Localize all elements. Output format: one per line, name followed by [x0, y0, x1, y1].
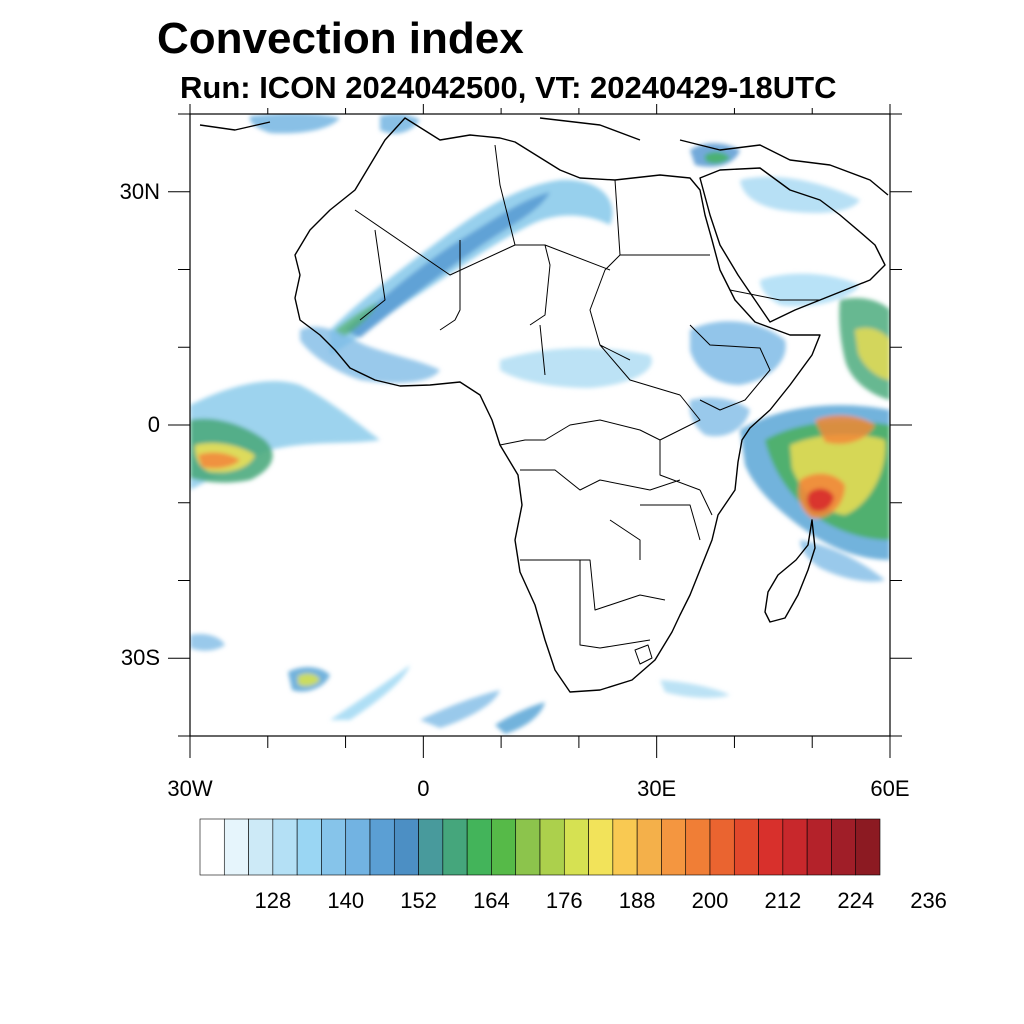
chart-title: Convection index [157, 14, 524, 63]
shading-cyclone-red [807, 488, 834, 512]
shading-south-streak3 [495, 702, 545, 734]
colorbar-tick-label: 200 [691, 888, 729, 913]
colorbar-swatch [296, 818, 322, 876]
colorbar-swatch [321, 818, 347, 876]
colorbar-swatch [782, 818, 808, 876]
shading-south-streak4 [660, 680, 730, 698]
shading-kenya [689, 397, 750, 437]
colorbar-tick-label: 224 [837, 888, 875, 913]
shading-cyclone-north-orange [815, 415, 875, 445]
map-area [190, 114, 890, 736]
shading-arabian-sea-yellow [855, 328, 890, 380]
shading-sahara-core [345, 192, 550, 338]
europe-coast-fragment [199, 117, 889, 196]
lat-label: 30S [120, 645, 160, 671]
shading-west-coast [300, 326, 440, 383]
colorbar-swatch [636, 818, 662, 876]
shading-madagascar-east [800, 540, 885, 582]
lat-label: 0 [147, 412, 160, 437]
colorbar-swatch [345, 818, 371, 876]
lon-label: 60E [870, 776, 910, 801]
colorbar-swatch [588, 818, 614, 876]
colorbar-swatch [855, 818, 881, 876]
madagascar-coastline [764, 519, 816, 623]
colorbar-tick-label: 140 [327, 888, 365, 913]
shading-north-top [249, 114, 340, 134]
shading-sahara-band [330, 179, 613, 355]
colorbar-swatch [199, 818, 225, 876]
shading-ethiopia [690, 321, 786, 385]
shading-west-africa-green [335, 302, 378, 338]
colorbar-swatch [223, 818, 249, 876]
colorbar-swatch [709, 818, 735, 876]
colorbar-swatch [466, 818, 492, 876]
shading-south-blob-yellow [298, 673, 320, 687]
coastlines [199, 117, 889, 693]
colorbar-swatch [272, 818, 298, 876]
axis-ticks [168, 104, 912, 758]
colorbar-swatch [539, 818, 565, 876]
colorbar-tick-label: 188 [618, 888, 656, 913]
colorbar-swatch [515, 818, 541, 876]
country-borders [354, 144, 820, 665]
colorbar-tick-label: 164 [473, 888, 510, 913]
colorbar-swatch [491, 818, 517, 876]
colorbar-swatch [733, 818, 759, 876]
colorbar-tick-label: 152 [400, 888, 437, 913]
shading-south-streak2 [420, 690, 500, 728]
lon-label: 30W [167, 776, 213, 801]
colorbar-tick-label: 212 [764, 888, 802, 913]
chart-subtitle: Run: ICON 2024042500, VT: 20240429-18UTC [180, 70, 837, 105]
colorbar [199, 818, 881, 876]
africa-coastline [294, 117, 821, 693]
shading-arabia [740, 176, 860, 213]
colorbar-swatch [612, 818, 638, 876]
colorbar-tick-label: 176 [545, 888, 583, 913]
colorbar-swatch [248, 818, 274, 876]
colorbar-swatch [661, 818, 687, 876]
colorbar-tick-label: 128 [254, 888, 292, 913]
colorbar-swatch [442, 818, 468, 876]
border-lines [354, 144, 820, 665]
colorbar-swatch [831, 818, 857, 876]
colorbar-tick-label: 236 [910, 888, 947, 913]
convection-shading [190, 114, 890, 734]
shading-arabia-south [760, 273, 860, 307]
lat-label: 30N [119, 178, 160, 204]
colorbar-swatch [393, 818, 419, 876]
colorbar-swatch [758, 818, 784, 876]
colorbar-swatch [418, 818, 444, 876]
colorbar-swatch [563, 818, 589, 876]
shading-levant-green [705, 152, 730, 164]
shading-sahel-east [500, 348, 652, 388]
lon-label: 0 [417, 776, 430, 801]
lon-label: 30E [637, 776, 677, 801]
shading-atlantic-orange [198, 452, 240, 469]
colorbar-swatch [806, 818, 832, 876]
shading-south-west [190, 634, 225, 651]
colorbar-swatch [685, 818, 711, 876]
colorbar-swatch [369, 818, 395, 876]
arabia-coastline [699, 167, 886, 323]
